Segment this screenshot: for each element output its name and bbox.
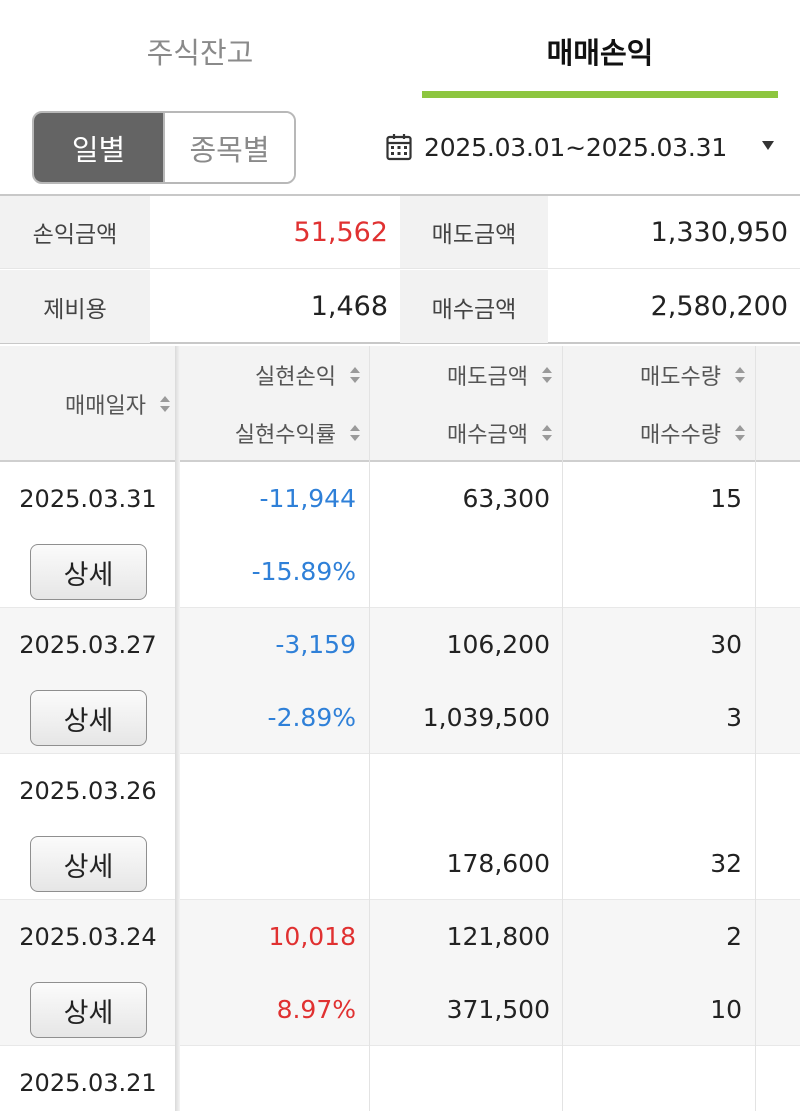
header-label: 매수수량 [640, 423, 721, 448]
buy-amount: 1,039,500 [422, 703, 550, 732]
buy-qty: 32 [710, 849, 742, 878]
summary-grid: 손익금액 51,562 매도금액 1,330,950 제비용 1,468 매수금… [0, 194, 800, 344]
calendar-icon [386, 134, 412, 161]
realized-rate [180, 827, 356, 900]
sell-amount: 106,200 [446, 630, 550, 659]
buy-amount: 371,500 [446, 995, 550, 1024]
table-row: 2025.03.26 상세 178,600 32 [0, 754, 800, 900]
tab-trading-pl[interactable]: 매매손익 [422, 0, 778, 98]
sort-icon [350, 425, 360, 441]
realized-pl: -11,944 [259, 484, 357, 513]
sell-amount [370, 754, 550, 827]
buy-qty: 10 [710, 995, 742, 1024]
buy-amount: 178,600 [446, 849, 550, 878]
tab-label: 매매손익 [546, 36, 654, 70]
sort-icon [542, 425, 552, 441]
buy-qty: 3 [726, 703, 742, 732]
realized-rate: -2.89% [267, 703, 356, 732]
buy-qty [563, 535, 742, 608]
table-row: 2025.03.27 상세 -3,159 -2.89% 106,200 1,03… [0, 608, 800, 754]
sort-icon [350, 367, 360, 383]
dropdown-caret-icon[interactable] [762, 141, 774, 150]
date-range-picker[interactable]: 2025.03.01~2025.03.31 [386, 124, 727, 170]
header-buy-amount[interactable]: 매수금액 [370, 404, 552, 462]
header-buy-qty[interactable]: 매수수량 [563, 404, 745, 462]
column-divider [369, 346, 370, 1111]
view-mode-segment: 일별 종목별 [32, 111, 296, 184]
profit-value: 51,562 [293, 216, 388, 248]
buy-amount [370, 535, 550, 608]
header-sell-amount[interactable]: 매도금액 [370, 346, 552, 404]
header-realized-pl[interactable]: 실현손익 [180, 346, 360, 404]
header-label: 매도수량 [640, 365, 721, 390]
sort-icon [160, 396, 170, 412]
trade-date: 2025.03.24 [19, 922, 157, 951]
detail-button[interactable]: 상세 [30, 690, 147, 746]
table-row: 2025.03.21 [0, 1046, 800, 1111]
sell-qty: 30 [710, 630, 742, 659]
sell-amount: 121,800 [446, 922, 550, 951]
header-label: 매도금액 [447, 365, 528, 390]
fee-value: 1,468 [310, 291, 388, 322]
trade-date: 2025.03.31 [19, 484, 157, 513]
header-sell-qty[interactable]: 매도수량 [563, 346, 745, 404]
header-label: 매매일자 [65, 394, 146, 419]
detail-button[interactable]: 상세 [30, 544, 147, 600]
frozen-column-shadow [175, 346, 180, 1111]
column-divider [755, 346, 756, 1111]
profit-label: 손익금액 [0, 196, 150, 268]
date-range-text: 2025.03.01~2025.03.31 [424, 132, 728, 162]
sell-amount: 63,300 [462, 484, 550, 513]
header-label: 매수금액 [447, 423, 528, 448]
sort-icon [542, 367, 552, 383]
table-header: 매매일자 실현손익 실현수익률 매도금액 매수금액 매도수량 매수수량 [0, 346, 800, 462]
buy-amount-value: 2,580,200 [650, 291, 788, 322]
fee-label: 제비용 [0, 270, 150, 343]
realized-pl: 10,018 [268, 922, 356, 951]
detail-button[interactable]: 상세 [30, 982, 147, 1038]
tab-label: 주식잔고 [146, 36, 254, 70]
tab-stock-balance[interactable]: 주식잔고 [22, 0, 378, 98]
column-divider [562, 346, 563, 1111]
detail-button[interactable]: 상세 [30, 836, 147, 892]
buy-amount-label: 매수금액 [400, 270, 548, 343]
top-tabs: 주식잔고 매매손익 [0, 0, 800, 98]
active-tab-indicator [422, 91, 778, 98]
by-stock-button[interactable]: 종목별 [163, 113, 294, 182]
realized-rate: -15.89% [251, 557, 356, 586]
sell-amount-label: 매도금액 [400, 196, 548, 268]
realized-pl: -3,159 [275, 630, 356, 659]
trade-table: 매매일자 실현손익 실현수익률 매도금액 매수금액 매도수량 매수수량 2025… [0, 346, 800, 1111]
sort-icon [735, 367, 745, 383]
sell-qty: 15 [710, 484, 742, 513]
sell-amount-value: 1,330,950 [650, 216, 788, 248]
header-label: 실현손익 [255, 365, 336, 390]
trade-date: 2025.03.26 [19, 776, 157, 805]
trade-date: 2025.03.21 [19, 1068, 157, 1097]
realized-pl [180, 754, 356, 827]
daily-button[interactable]: 일별 [34, 113, 163, 182]
header-realized-rate[interactable]: 실현수익률 [180, 404, 360, 462]
table-row: 2025.03.24 상세 10,018 8.97% 121,800 371,5… [0, 900, 800, 1046]
sell-qty [563, 754, 742, 827]
trade-date: 2025.03.27 [19, 630, 157, 659]
header-label: 실현수익률 [234, 423, 336, 448]
realized-rate: 8.97% [276, 995, 356, 1024]
table-row: 2025.03.31 상세 -11,944 -15.89% 63,300 15 [0, 462, 800, 608]
header-date[interactable]: 매매일자 [0, 346, 170, 462]
sort-icon [735, 425, 745, 441]
sell-qty: 2 [726, 922, 742, 951]
